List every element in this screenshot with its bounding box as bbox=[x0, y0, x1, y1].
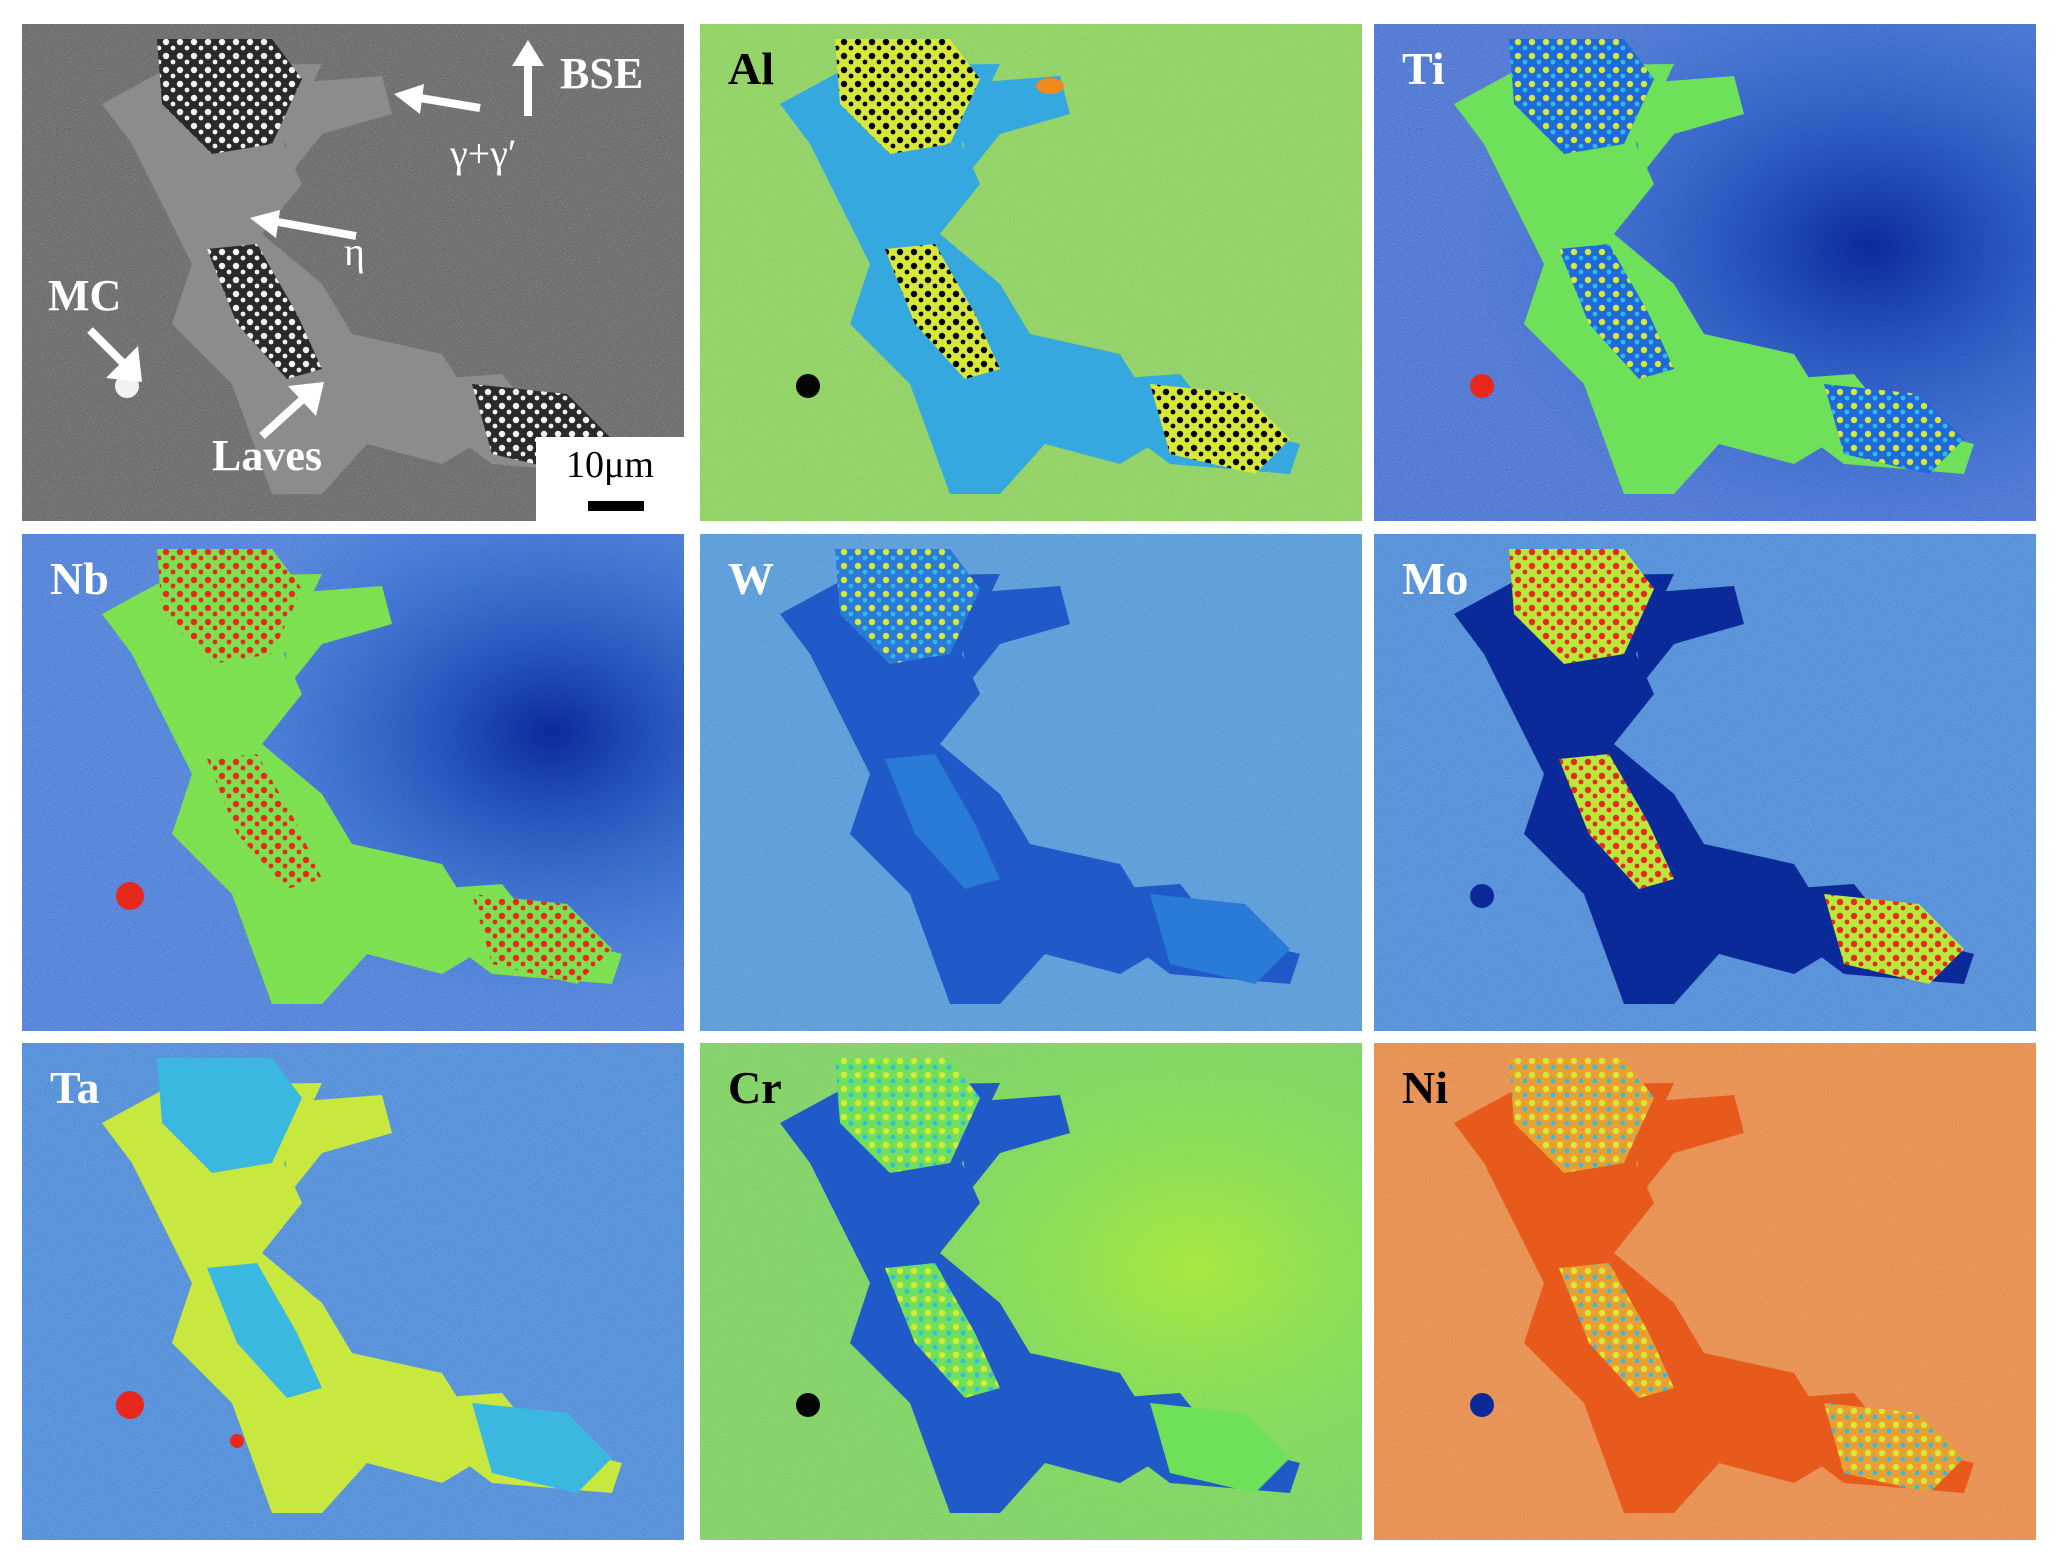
arrow-icon bbox=[250, 210, 357, 240]
ta-label: Ta bbox=[50, 1062, 100, 1113]
ti-label: Ti bbox=[1402, 43, 1445, 94]
panel-bse: BSE γ+γ′ η MC Laves 10μm bbox=[22, 24, 684, 521]
cr-label: Cr bbox=[728, 1062, 782, 1113]
al-label: Al bbox=[728, 43, 774, 94]
al-map bbox=[700, 24, 1362, 521]
mo-label: Mo bbox=[1402, 553, 1469, 604]
ni-label: Ni bbox=[1402, 1062, 1448, 1113]
panel-ni: Ni bbox=[1374, 1043, 2036, 1540]
cr-map bbox=[700, 1043, 1362, 1540]
arrow-icon bbox=[394, 84, 481, 114]
panel-cr: Cr bbox=[700, 1043, 1362, 1540]
gamma-annotation: γ+γ′ bbox=[450, 131, 517, 176]
ti-map bbox=[1374, 24, 2036, 521]
mo-map bbox=[1374, 534, 2036, 1031]
nb-label: Nb bbox=[50, 553, 109, 604]
ni-map bbox=[1374, 1043, 2036, 1540]
panel-mo: Mo bbox=[1374, 534, 2036, 1031]
panel-w: W bbox=[700, 534, 1362, 1031]
w-map bbox=[700, 534, 1362, 1031]
bse-label: BSE bbox=[560, 49, 644, 98]
nb-map bbox=[22, 534, 684, 1031]
arrow-icon bbox=[512, 40, 544, 116]
arrow-icon bbox=[87, 327, 142, 382]
laves-annotation: Laves bbox=[212, 431, 322, 480]
scale-bar-text: 10μm bbox=[566, 444, 654, 486]
mc-annotation: MC bbox=[48, 271, 122, 320]
panel-ta: Ta bbox=[22, 1043, 684, 1540]
eta-annotation: η bbox=[344, 229, 365, 274]
panel-nb: Nb bbox=[22, 534, 684, 1031]
scale-bar-line bbox=[588, 501, 644, 511]
panel-ti: Ti bbox=[1374, 24, 2036, 521]
scale-bar: 10μm bbox=[536, 437, 684, 521]
ta-map bbox=[22, 1043, 684, 1540]
panel-al: Al bbox=[700, 24, 1362, 521]
w-label: W bbox=[728, 553, 774, 604]
arrow-icon bbox=[259, 382, 324, 439]
